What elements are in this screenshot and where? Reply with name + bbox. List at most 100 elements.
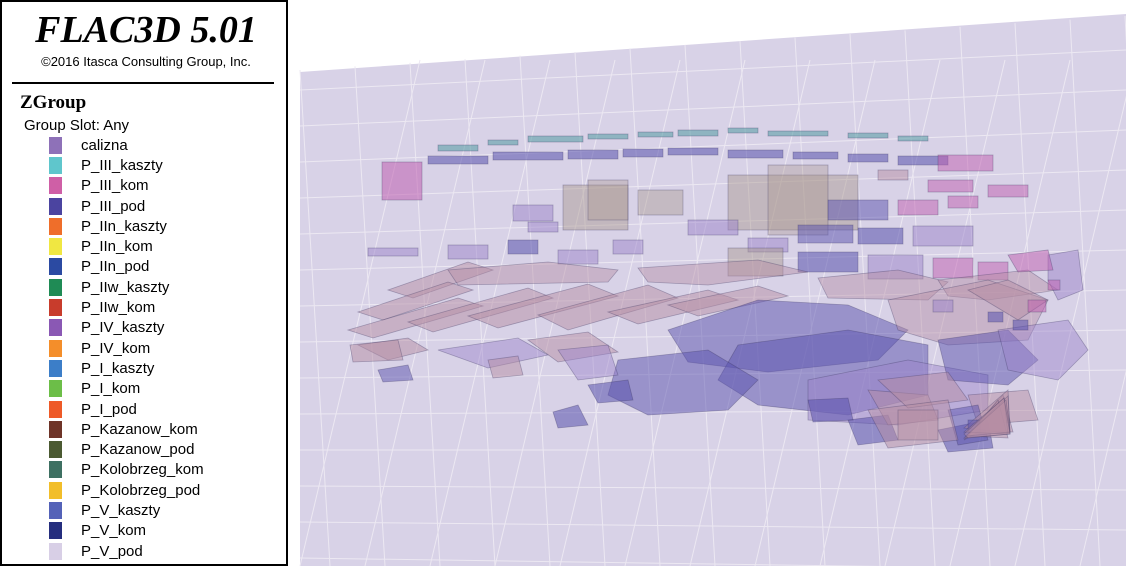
legend-swatch: [49, 542, 62, 560]
legend-label: P_Kolobrzeg_kom: [81, 461, 204, 479]
model-block: [897, 199, 939, 216]
model-block: [932, 299, 954, 313]
model-block: [527, 221, 559, 233]
legend-item: P_Kazanow_kom: [49, 419, 204, 439]
legend-swatch: [49, 156, 62, 174]
model-block: [727, 149, 784, 159]
model-block: [562, 184, 629, 231]
model-zone: [967, 399, 1009, 439]
legend-swatch: [49, 238, 62, 256]
legend-swatch: [49, 278, 62, 296]
model-zone: [997, 319, 1089, 381]
model-zone: [587, 379, 634, 404]
grid-line: [884, 59, 1006, 566]
model-block: [897, 135, 929, 142]
grid-line: [299, 485, 1126, 491]
model-zone: [386, 261, 495, 299]
model-block: [1027, 299, 1047, 313]
grid-line: [299, 557, 886, 566]
model-block: [767, 130, 829, 137]
grid-line: [849, 33, 881, 566]
model-block: [687, 219, 739, 236]
model-zone: [666, 285, 790, 317]
legend-item: P_Kazanow_pod: [49, 439, 204, 459]
legend-panel: FLAC3D 5.01 ©2016 Itasca Consulting Grou…: [0, 0, 288, 566]
model-block: [877, 169, 909, 181]
copyright-text: ©2016 Itasca Consulting Group, Inc.: [41, 54, 251, 69]
legend-item: P_Kolobrzeg_pod: [49, 480, 204, 500]
model-zone: [377, 364, 414, 383]
model-block: [932, 257, 974, 279]
legend-swatch: [49, 299, 62, 317]
model-block: [381, 161, 423, 201]
model-block: [727, 127, 759, 134]
model-block: [747, 237, 789, 253]
model-scene[interactable]: [288, 0, 1126, 566]
model-block: [867, 254, 924, 280]
legend-label: P_Kazanow_pod: [81, 441, 195, 459]
legend-item: P_IIn_kom: [49, 236, 204, 256]
legend-label: P_IV_kom: [81, 339, 151, 357]
legend-swatch: [49, 217, 62, 235]
model-block: [797, 224, 854, 244]
model-zone: [637, 259, 809, 286]
legend-item: P_V_pod: [49, 541, 204, 561]
grid-line: [299, 59, 421, 566]
legend-item: P_V_kom: [49, 521, 204, 541]
legend-swatch: [49, 501, 62, 519]
legend-label: P_V_kom: [81, 522, 147, 540]
model-block: [727, 247, 784, 277]
legend-swatch: [49, 339, 62, 357]
model-block: [937, 154, 994, 172]
model-block: [847, 132, 889, 139]
legend-swatch: [49, 177, 62, 195]
model-viewport[interactable]: [288, 0, 1126, 566]
legend-item: P_IV_kom: [49, 338, 204, 358]
model-block: [797, 251, 859, 273]
model-block: [487, 139, 519, 146]
model-block: [437, 144, 479, 152]
legend-label: P_I_pod: [81, 400, 137, 418]
legend-swatch: [49, 197, 62, 215]
model-block: [677, 129, 719, 137]
legend-swatch: [49, 258, 62, 276]
legend-item: P_IIw_kom: [49, 297, 204, 317]
legend-swatch: [49, 319, 62, 337]
model-zone: [897, 409, 939, 441]
legend-item: P_IIw_kaszty: [49, 277, 204, 297]
legend-item: P_V_kaszty: [49, 500, 204, 520]
legend-label: P_IIn_kaszty: [81, 217, 167, 235]
model-block: [857, 227, 904, 245]
legend-label: P_I_kaszty: [81, 359, 155, 377]
model-zone: [877, 371, 969, 409]
grid-line: [1079, 369, 1126, 566]
model-zone: [557, 344, 619, 381]
model-block: [912, 225, 974, 247]
model-block: [987, 184, 1029, 198]
model-block: [827, 199, 889, 221]
legend-label: P_IV_kaszty: [81, 319, 165, 337]
legend-label: P_Kolobrzeg_pod: [81, 481, 201, 499]
legend-item: P_IIn_pod: [49, 257, 204, 277]
model-zone: [1007, 249, 1054, 273]
legend-label: P_V_kaszty: [81, 501, 161, 519]
legend-label: P_III_pod: [81, 197, 146, 215]
legend-swatch: [49, 380, 62, 398]
legend-label: P_IIw_kom: [81, 299, 156, 317]
model-block: [507, 239, 539, 255]
group-slot-label: Group Slot: Any: [24, 117, 130, 134]
model-zone: [807, 397, 854, 423]
model-block: [1012, 319, 1029, 331]
model-block: [512, 204, 554, 222]
app-title: FLAC3D 5.01: [35, 9, 257, 51]
model-block: [612, 239, 644, 255]
legend-label: P_IIw_kaszty: [81, 278, 170, 296]
grid-line: [1014, 95, 1126, 566]
grid-line: [794, 37, 826, 566]
legend-label: P_III_kom: [81, 177, 149, 195]
legend-swatch: [49, 359, 62, 377]
model-zone: [487, 355, 524, 379]
model-block: [447, 244, 489, 260]
grid-line: [354, 66, 386, 566]
legend-swatch: [49, 461, 62, 479]
